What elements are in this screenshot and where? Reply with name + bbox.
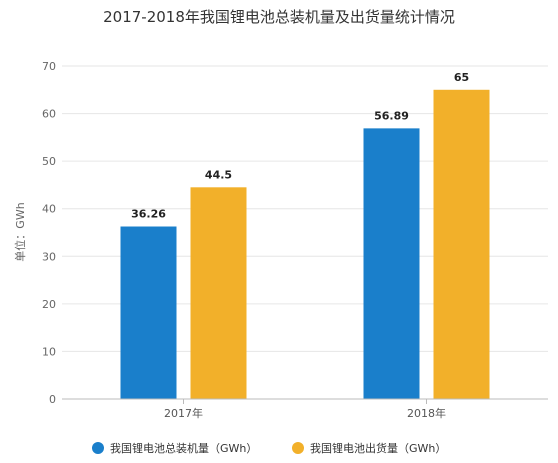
data-label: 44.5 bbox=[205, 168, 232, 181]
x-axis-ticks: 2017年 2018年 bbox=[164, 399, 446, 420]
y-axis-ticks: 0 10 20 30 40 50 60 70 bbox=[42, 60, 56, 406]
bar bbox=[433, 89, 490, 400]
bar bbox=[120, 226, 177, 399]
data-label: 65 bbox=[454, 71, 469, 84]
legend-swatch bbox=[292, 442, 304, 454]
legend-label: 我国锂电池出货量（GWh） bbox=[310, 441, 446, 455]
bar bbox=[190, 187, 247, 399]
bars bbox=[120, 89, 490, 400]
y-tick-label: 70 bbox=[42, 60, 56, 73]
y-tick-label: 40 bbox=[42, 203, 56, 216]
data-labels: 36.26 44.5 56.89 65 bbox=[131, 71, 469, 221]
y-tick-label: 50 bbox=[42, 155, 56, 168]
legend-swatch bbox=[92, 442, 104, 454]
data-label: 56.89 bbox=[374, 109, 409, 122]
data-label: 36.26 bbox=[131, 208, 166, 221]
y-tick-label: 10 bbox=[42, 345, 56, 358]
x-tick-label: 2018年 bbox=[407, 406, 446, 420]
bar bbox=[363, 128, 420, 399]
y-tick-label: 30 bbox=[42, 250, 56, 263]
legend: 我国锂电池总装机量（GWh） 我国锂电池出货量（GWh） bbox=[92, 441, 446, 455]
chart-title: 2017-2018年我国锂电池总装机量及出货量统计情况 bbox=[103, 8, 455, 26]
legend-label: 我国锂电池总装机量（GWh） bbox=[110, 441, 257, 455]
x-tick-label: 2017年 bbox=[164, 406, 203, 420]
y-axis-label: 单位：GWh bbox=[13, 202, 27, 261]
y-tick-label: 60 bbox=[42, 108, 56, 121]
y-tick-label: 0 bbox=[49, 393, 56, 406]
y-tick-label: 20 bbox=[42, 298, 56, 311]
